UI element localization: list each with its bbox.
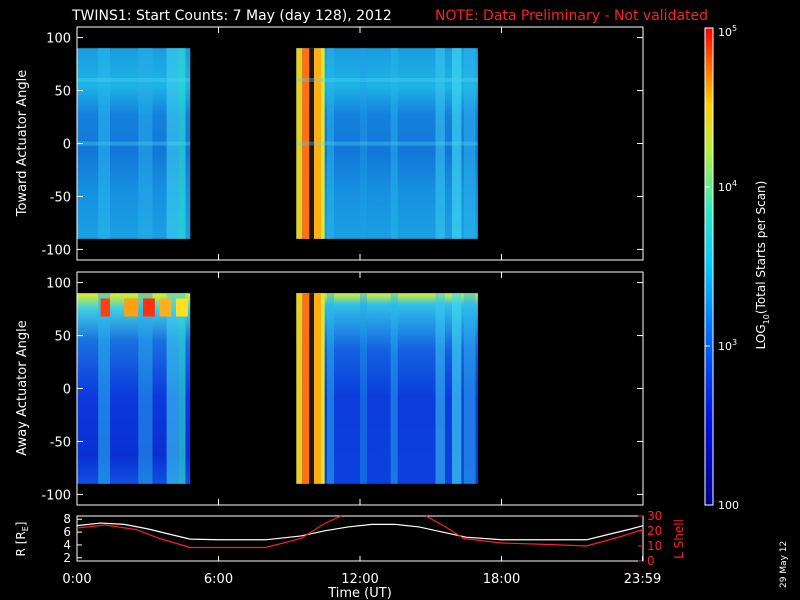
ytick-label: 50 (54, 330, 71, 345)
away-heatmap-data (77, 293, 478, 484)
away-heatmap-panel: 100 50 0 -50 -100 Away Actuator Angle (15, 271, 644, 506)
heatmap-band (296, 77, 478, 82)
ytick-label: 0 (647, 554, 655, 568)
ytick-label: 0 (63, 138, 71, 153)
heatmap-streak (390, 293, 398, 484)
xtick-label: 23:59 (624, 572, 661, 587)
ytick-label: 100 (46, 277, 71, 292)
lshell-line (76, 515, 342, 549)
colorbar-ticks: 105 104 103 100 (705, 24, 739, 512)
ytick-label: -100 (41, 488, 71, 503)
heatmap-hot-band (321, 293, 325, 484)
ytick-label: 4 (63, 538, 71, 552)
heatmap-streak (98, 293, 111, 484)
figure-title: TWINS1: Start Counts: 7 May (day 128), 2… (71, 8, 392, 24)
heatmap-hot-band (314, 293, 322, 484)
ytick-label: 0 (63, 383, 71, 398)
heatmap-streak (166, 48, 179, 239)
colorbar-tick-label: 105 (718, 24, 737, 39)
heatmap-streak (326, 293, 335, 484)
time-xlabel: Time (UT) (327, 586, 392, 600)
orbit-series (76, 515, 644, 549)
heatmap-hot-band (296, 48, 303, 239)
heatmap-band (77, 141, 191, 146)
heatmap-hot-band (321, 48, 325, 239)
xtick-label: 6:00 (204, 572, 233, 587)
ytick-label: -50 (50, 190, 71, 205)
radius-line (76, 522, 644, 541)
ytick-label: 100 (46, 32, 71, 47)
heatmap-band (77, 77, 191, 82)
heatmap-block (296, 48, 478, 239)
heatmap-hot-band (309, 293, 315, 484)
heatmap-streak (360, 48, 368, 239)
heatmap-streak (178, 48, 186, 239)
heatmap-hotspot (176, 298, 188, 317)
time-xticks: 0:00 6:00 12:00 18:00 23:59 (62, 556, 661, 587)
heatmap-band (296, 141, 478, 146)
toward-heatmap-panel: 100 50 0 -50 -100 Toward Actuator Angle (15, 26, 644, 261)
orbit-panel-frame (76, 515, 644, 562)
heatmap-streak (435, 48, 445, 239)
ytick-label: 50 (54, 85, 71, 100)
date-stamp: 29 May 12 (779, 541, 789, 588)
heatmap-hot-band (302, 293, 310, 484)
heatmap-streak (390, 48, 398, 239)
heatmap-streak (463, 293, 476, 484)
heatmap-streak (138, 293, 153, 484)
heatmap-streak (360, 293, 368, 484)
ytick-label: -100 (41, 243, 71, 258)
heatmap-hotspot (124, 298, 139, 317)
toward-heatmap-data (77, 48, 478, 239)
heatmap-streak (178, 293, 186, 484)
lshell-line (425, 515, 644, 547)
ytick-label: 2 (63, 551, 71, 565)
heatmap-streak (98, 48, 111, 239)
heatmap-streak (451, 293, 462, 484)
heatmap-hot-band (302, 48, 310, 239)
ytick-label: 10 (647, 539, 662, 553)
heatmap-streak (435, 293, 445, 484)
lshell-ylabel: L Shell (672, 519, 686, 559)
away-yticks: 100 50 0 -50 -100 (41, 272, 643, 505)
radius-ylabel: R [RE] (14, 522, 30, 557)
colorbar: 105 104 103 100 LOG10(Total Starts per Scan… (704, 24, 771, 512)
colorbar-gradient (705, 28, 713, 505)
ytick-label: 8 (63, 512, 71, 526)
colorbar-tick-label: 103 (718, 338, 737, 353)
toward-yticks: 100 50 0 -50 -100 (41, 27, 643, 260)
preliminary-note: NOTE: Data Preliminary - Not validated (435, 8, 708, 24)
away-ylabel: Away Actuator Angle (15, 320, 30, 455)
heatmap-streak (166, 293, 179, 484)
toward-ylabel: Toward Actuator Angle (15, 70, 30, 217)
heatmap-streak (451, 48, 462, 239)
colorbar-tick-label: 100 (718, 499, 739, 512)
colorbar-label: LOG10(Total Starts per Scan) (754, 181, 771, 350)
heatmap-hot-band (296, 293, 303, 484)
xtick-label: 0:00 (62, 572, 91, 587)
heatmap-streak (463, 48, 476, 239)
xtick-label: 18:00 (483, 572, 520, 587)
heatmap-hot-band (309, 48, 315, 239)
heatmap-hotspot (159, 298, 172, 317)
heatmap-streak (326, 48, 335, 239)
ytick-label: 6 (63, 525, 71, 539)
heatmap-block (296, 293, 478, 484)
xtick-label: 12:00 (341, 572, 378, 587)
colorbar-tick-label: 104 (718, 179, 737, 194)
heatmap-streak (138, 48, 153, 239)
heatmap-hot-band (314, 48, 322, 239)
ytick-label: 20 (647, 524, 662, 538)
ytick-label: 30 (647, 509, 662, 523)
heatmap-hotspot (143, 298, 155, 317)
ytick-label: -50 (50, 435, 71, 450)
heatmap-hotspot (100, 298, 111, 317)
